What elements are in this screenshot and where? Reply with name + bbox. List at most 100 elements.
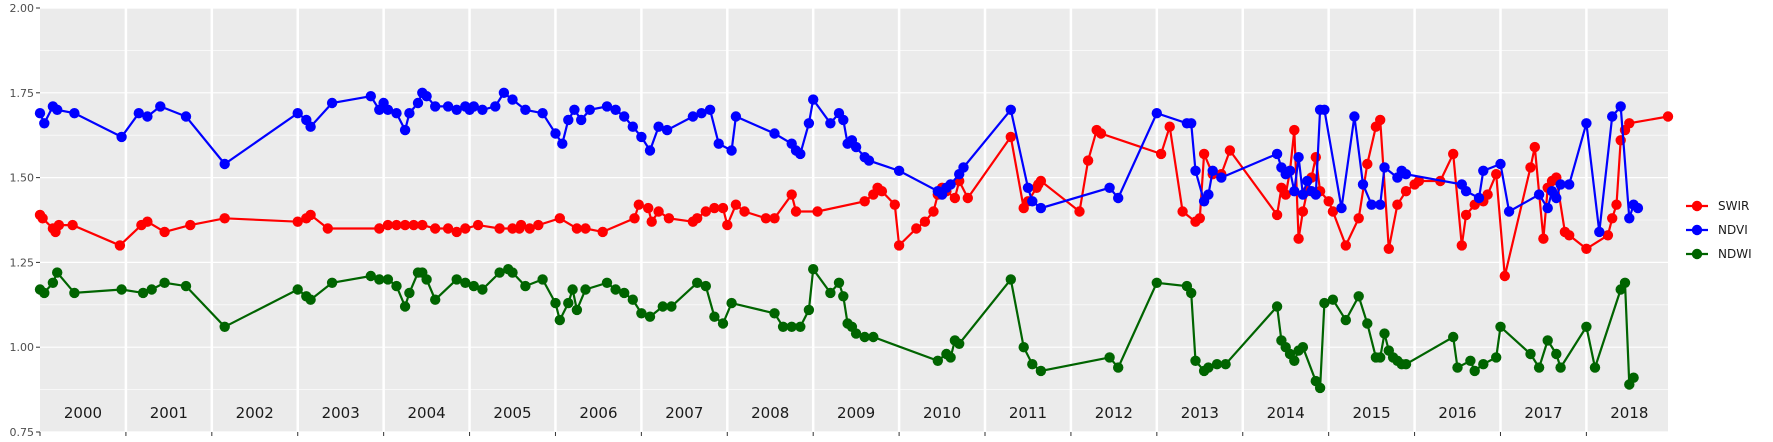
data-point [1297,206,1309,217]
data-point [1400,169,1412,180]
y-tick-label: 1.75 [10,87,35,100]
data-point [498,87,510,99]
series-ndvi [34,87,1644,238]
data-point [1327,294,1339,305]
year-label: 2004 [408,404,446,422]
data-point [795,148,806,160]
data-point [326,97,338,109]
data-point [472,219,484,231]
data-point [619,287,630,299]
data-point [1533,362,1545,373]
data-point [1177,206,1188,217]
y-tick-label: 1.25 [10,256,35,269]
data-point [1542,335,1553,346]
data-point [1297,189,1309,200]
data-point [1469,365,1480,377]
data-point [382,219,394,231]
year-label: 2005 [493,404,531,422]
data-point [1314,382,1326,394]
x-axis: 2000 2001 2002 2003 2004 2005 2006 2007 2008 2009… [39,404,1648,436]
data-point [962,192,973,204]
data-point [633,199,644,210]
data-point [1555,179,1566,190]
data-point [382,104,394,116]
data-point [1302,175,1313,187]
data-point [1564,230,1575,241]
data-point [116,284,127,295]
data-point [1190,355,1201,366]
data-point [391,280,402,292]
data-point [769,213,780,224]
data-point [932,355,943,366]
data-point [1607,213,1618,224]
data-point [442,223,454,234]
grid-lines [40,7,1668,433]
data-point [305,209,316,221]
data-point [646,216,657,227]
data-point [571,304,583,316]
data-point [1503,206,1515,217]
data-point [507,267,518,278]
data-point [700,280,711,292]
data-point [550,128,561,139]
data-point [1095,128,1107,139]
data-point [1366,199,1377,210]
data-point [1400,186,1412,197]
data-point [619,111,630,122]
data-point [1289,355,1300,366]
data-point [1581,118,1592,129]
data-point [636,308,647,319]
data-point [494,267,505,278]
data-point [451,226,462,238]
year-label: 2010 [923,404,961,422]
data-point [219,158,230,170]
y-tick-label: 1.50 [10,172,35,185]
data-point [803,118,815,129]
data-point [571,223,583,234]
data-point [520,104,531,116]
data-point [868,331,879,343]
data-point [69,108,80,119]
data-point [1027,196,1038,207]
data-point [730,199,742,210]
data-point [1379,162,1390,173]
data-point [374,223,385,234]
data-point [1662,111,1674,122]
data-point [769,128,780,139]
data-point [1460,186,1472,197]
data-point [803,304,815,316]
data-point [1082,155,1094,166]
legend-label: SWIR [1718,199,1749,213]
data-point [859,196,870,207]
data-point [1491,169,1502,180]
data-point [1198,148,1210,160]
data-point [490,101,501,112]
data-point [305,121,316,132]
data-point [1478,165,1489,176]
data-point [863,155,875,166]
data-point [563,114,574,126]
data-point [636,131,647,143]
legend: SWIR NDVI NDWI [1686,199,1752,261]
data-point [1104,352,1115,363]
data-point [1186,287,1197,299]
data-point [1018,342,1029,353]
data-point [838,114,849,126]
data-point [726,297,737,309]
year-label: 2001 [150,404,188,422]
data-point [644,145,656,156]
data-point [1555,362,1566,373]
data-point [709,202,720,214]
data-point [790,206,802,217]
data-point [39,287,50,299]
data-point [292,216,303,227]
data-point [537,108,548,119]
data-point [1478,359,1489,370]
data-point [1628,372,1639,383]
data-point [1379,328,1390,339]
data-point [569,104,580,116]
data-point [1456,240,1468,251]
data-point [700,206,711,217]
data-point [305,294,316,305]
data-point [1589,362,1601,373]
